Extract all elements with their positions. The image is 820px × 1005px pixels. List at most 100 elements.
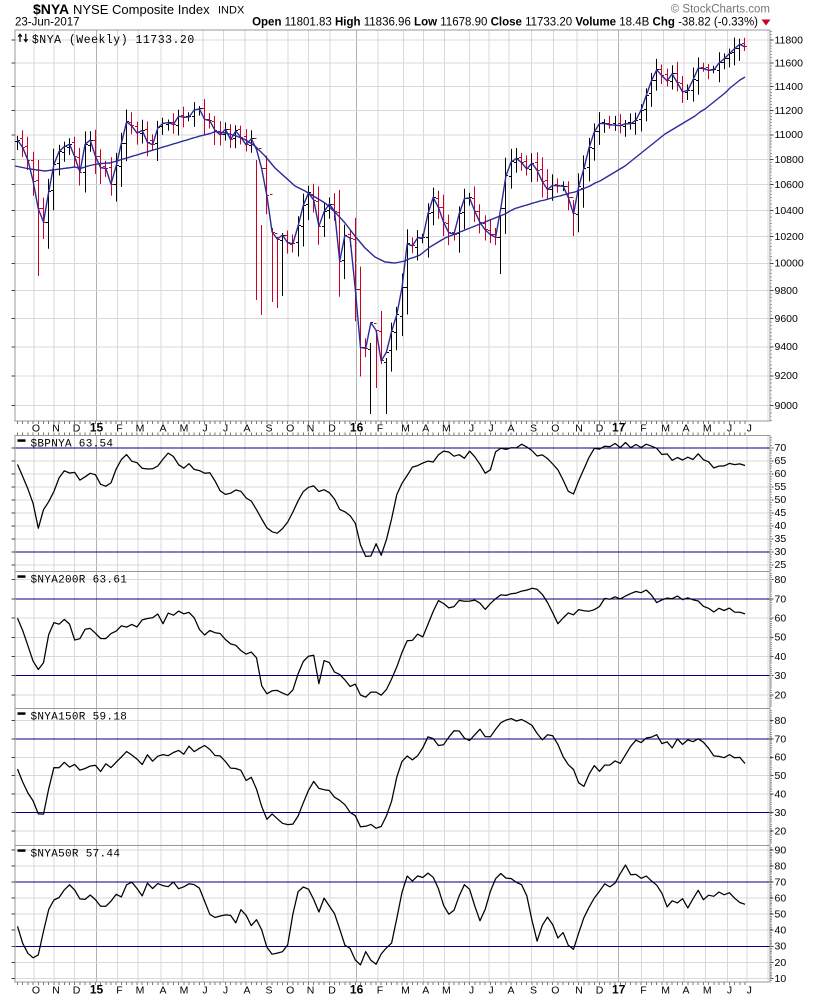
svg-text:50: 50 — [775, 632, 787, 644]
svg-text:M: M — [401, 985, 410, 997]
svg-text:9200: 9200 — [775, 370, 799, 382]
svg-text:60: 60 — [775, 613, 787, 625]
svg-text:9800: 9800 — [775, 285, 799, 297]
svg-text:F: F — [116, 985, 122, 997]
svg-text:11400: 11400 — [775, 81, 804, 93]
svg-text:60: 60 — [775, 893, 787, 905]
svg-text:10800: 10800 — [775, 154, 804, 166]
svg-text:J: J — [747, 423, 752, 435]
svg-text:D: D — [596, 423, 604, 435]
svg-text:F: F — [377, 985, 383, 997]
svg-text:70: 70 — [775, 442, 787, 454]
svg-text:J: J — [469, 423, 474, 435]
svg-text:A: A — [422, 423, 429, 435]
svg-text:$NYA: $NYA — [33, 1, 69, 17]
svg-text:16: 16 — [350, 421, 364, 435]
svg-text:20: 20 — [775, 825, 787, 837]
svg-text:S: S — [265, 985, 272, 997]
svg-text:M: M — [180, 423, 189, 435]
svg-text:O: O — [551, 985, 559, 997]
svg-text:M: M — [401, 423, 410, 435]
svg-text:D: D — [73, 985, 81, 997]
svg-text:A: A — [243, 985, 250, 997]
svg-text:N: N — [307, 985, 315, 997]
svg-text:70: 70 — [775, 593, 787, 605]
svg-text:J: J — [223, 423, 228, 435]
svg-text:O: O — [286, 423, 294, 435]
svg-text:11600: 11600 — [775, 58, 804, 70]
svg-text:15: 15 — [90, 421, 104, 435]
svg-text:45: 45 — [775, 507, 787, 519]
svg-text:11200: 11200 — [775, 105, 804, 117]
svg-text:9400: 9400 — [775, 341, 799, 353]
svg-text:F: F — [116, 423, 122, 435]
svg-text:A: A — [507, 985, 514, 997]
svg-text:30: 30 — [775, 941, 787, 953]
svg-text:$NYA (Weekly) 11733.20: $NYA (Weekly) 11733.20 — [32, 34, 195, 47]
svg-text:J: J — [223, 985, 228, 997]
svg-text:65: 65 — [775, 455, 787, 467]
svg-text:$NYA200R 63.61: $NYA200R 63.61 — [31, 575, 128, 587]
svg-text:N: N — [52, 985, 60, 997]
svg-text:40: 40 — [775, 925, 787, 937]
svg-text:© StockCharts.com: © StockCharts.com — [671, 4, 770, 16]
svg-text:A: A — [422, 985, 429, 997]
svg-text:80: 80 — [775, 574, 787, 586]
svg-text:70: 70 — [775, 877, 787, 889]
svg-text:50: 50 — [775, 494, 787, 506]
svg-text:Open 11801.83 High 11836.96 Lo: Open 11801.83 High 11836.96 Low 11678.90… — [252, 17, 758, 29]
svg-text:M: M — [703, 423, 712, 435]
svg-text:15: 15 — [90, 983, 104, 997]
svg-text:F: F — [377, 423, 383, 435]
svg-text:N: N — [307, 423, 315, 435]
svg-text:11000: 11000 — [775, 129, 804, 141]
svg-text:S: S — [265, 423, 272, 435]
svg-text:40: 40 — [775, 651, 787, 663]
svg-text:O: O — [286, 985, 294, 997]
svg-text:10: 10 — [775, 973, 787, 985]
svg-text:23-Jun-2017: 23-Jun-2017 — [15, 17, 80, 29]
svg-text:11800: 11800 — [775, 35, 804, 47]
svg-text:NYSE Composite Index: NYSE Composite Index — [73, 2, 210, 17]
svg-text:20: 20 — [775, 689, 787, 701]
svg-text:10400: 10400 — [775, 205, 804, 217]
svg-text:J: J — [727, 985, 732, 997]
svg-text:$NYA50R 57.44: $NYA50R 57.44 — [31, 849, 121, 861]
svg-text:F: F — [640, 423, 646, 435]
svg-text:N: N — [52, 423, 60, 435]
svg-text:40: 40 — [775, 520, 787, 532]
svg-text:O: O — [32, 423, 40, 435]
svg-text:20: 20 — [775, 957, 787, 969]
svg-text:10000: 10000 — [775, 258, 804, 270]
svg-text:M: M — [180, 985, 189, 997]
svg-text:A: A — [159, 985, 166, 997]
svg-text:30: 30 — [775, 546, 787, 558]
svg-text:10600: 10600 — [775, 179, 804, 191]
svg-text:M: M — [442, 985, 451, 997]
svg-text:16: 16 — [350, 983, 364, 997]
svg-text:80: 80 — [775, 861, 787, 873]
svg-text:M: M — [661, 423, 670, 435]
svg-text:M: M — [136, 985, 145, 997]
svg-text:10200: 10200 — [775, 231, 804, 243]
svg-text:30: 30 — [775, 807, 787, 819]
svg-text:55: 55 — [775, 481, 787, 493]
svg-text:J: J — [727, 423, 732, 435]
svg-text:9000: 9000 — [775, 400, 799, 412]
svg-text:M: M — [136, 423, 145, 435]
svg-text:J: J — [488, 423, 493, 435]
svg-text:$NYA150R 59.18: $NYA150R 59.18 — [31, 712, 128, 724]
svg-text:O: O — [32, 985, 40, 997]
svg-text:D: D — [328, 985, 336, 997]
svg-text:S: S — [530, 985, 537, 997]
svg-text:30: 30 — [775, 670, 787, 682]
svg-text:M: M — [442, 423, 451, 435]
svg-text:A: A — [682, 423, 689, 435]
svg-text:M: M — [703, 985, 712, 997]
svg-text:80: 80 — [775, 715, 787, 727]
svg-text:90: 90 — [775, 844, 787, 856]
svg-text:F: F — [640, 985, 646, 997]
svg-text:INDX: INDX — [218, 5, 245, 17]
svg-text:$BPNYA 63.54: $BPNYA 63.54 — [31, 439, 114, 451]
svg-text:J: J — [202, 423, 207, 435]
